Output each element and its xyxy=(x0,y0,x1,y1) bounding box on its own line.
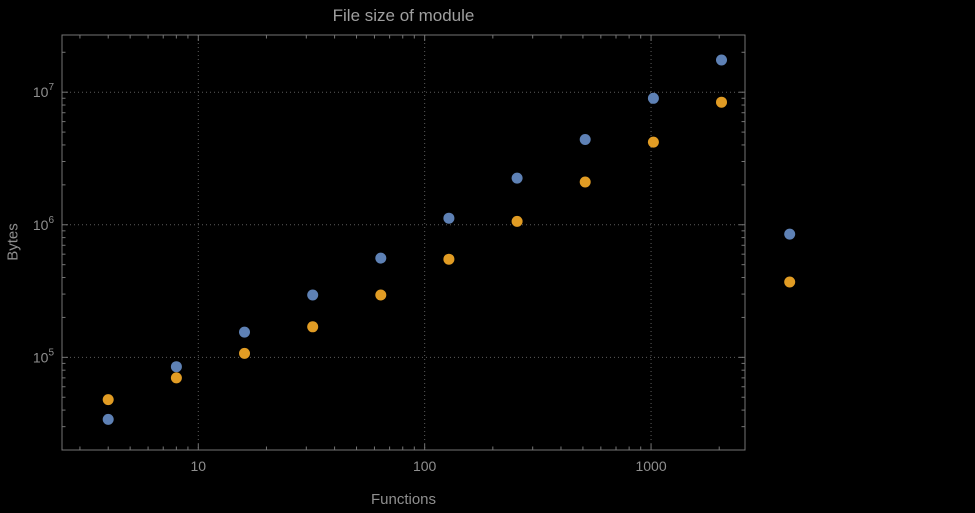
data-point-series-orange xyxy=(784,276,796,288)
data-point-series-blue xyxy=(375,252,387,264)
data-point-series-blue xyxy=(716,54,727,66)
y-tick-label: 106 xyxy=(33,215,55,233)
data-point-series-blue xyxy=(307,289,319,301)
data-point-series-orange xyxy=(239,347,250,359)
data-point-series-blue xyxy=(579,134,591,145)
data-point-series-blue xyxy=(239,326,250,338)
plot-frame xyxy=(61,34,746,451)
data-point-series-blue xyxy=(511,172,523,184)
data-point-series-blue xyxy=(647,92,659,104)
x-tick-label: 10 xyxy=(191,458,207,474)
data-point-series-orange xyxy=(102,394,114,406)
data-point-series-orange xyxy=(170,372,182,384)
x-axis-label: Functions xyxy=(370,491,437,508)
data-point-series-blue xyxy=(102,413,114,425)
x-tick-label: 1000 xyxy=(635,458,666,474)
x-tick-label: 100 xyxy=(413,458,437,474)
data-point-series-blue xyxy=(443,212,455,224)
data-point-series-orange xyxy=(579,176,591,188)
data-point-series-blue xyxy=(784,228,796,240)
y-tick-label: 107 xyxy=(33,82,55,100)
data-point-series-orange xyxy=(647,136,659,148)
data-point-series-orange xyxy=(716,96,727,108)
data-point-series-orange xyxy=(375,289,387,301)
data-point-series-orange xyxy=(511,215,523,227)
data-point-series-orange xyxy=(307,321,319,333)
data-point-series-orange xyxy=(443,253,455,265)
y-axis-label: Bytes xyxy=(4,223,22,261)
data-point-series-blue xyxy=(170,361,182,373)
y-tick-label: 105 xyxy=(33,347,55,365)
chart-title: File size of module xyxy=(332,6,475,25)
